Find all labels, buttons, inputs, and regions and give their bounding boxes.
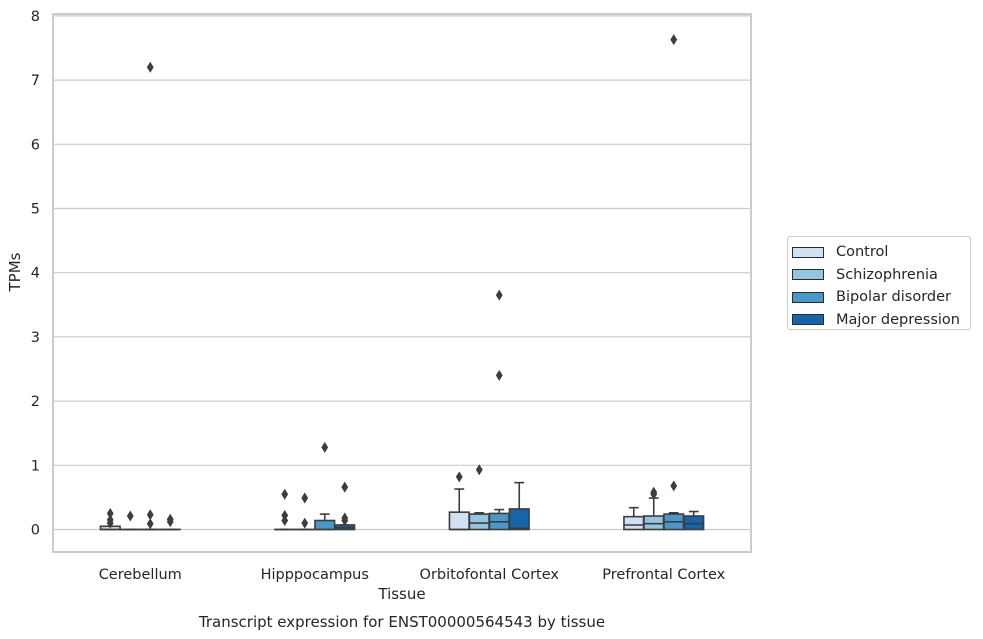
outlier-point: [341, 515, 349, 527]
plot-frame: [52, 13, 752, 553]
box-group: [274, 488, 296, 531]
legend-item: Control: [792, 241, 970, 264]
outlier-point: [146, 509, 154, 521]
legend-label-bipolar-disorder: Bipolar disorder: [836, 289, 951, 306]
legend-item: Major depression: [792, 309, 970, 332]
gridlines: [53, 15, 751, 531]
legend-label-major-depression: Major depression: [836, 311, 960, 328]
x-tick-label: Prefrontal Cortex: [602, 567, 725, 583]
x-axis-title: Tissue: [377, 585, 425, 603]
outlier-point: [495, 369, 503, 381]
box-group: [683, 510, 705, 531]
legend-item: Schizophrenia: [792, 264, 970, 287]
box-group: [119, 510, 141, 531]
y-tick-label: 8: [31, 9, 40, 25]
outlier-point: [475, 464, 483, 476]
outlier-point: [126, 510, 134, 522]
box: [508, 508, 530, 531]
outlier-point: [650, 488, 658, 500]
outlier-point: [455, 471, 463, 483]
box-group: [159, 513, 181, 531]
outlier-point: [146, 61, 154, 73]
y-tick-label: 6: [31, 137, 40, 153]
y-tick-label: 1: [31, 458, 40, 474]
box: [623, 515, 645, 531]
box: [468, 513, 490, 531]
chart-title: Transcript expression for ENST0000056454…: [198, 613, 605, 631]
box: [683, 515, 705, 531]
box: [643, 515, 665, 531]
outlier-point: [670, 480, 678, 492]
box-group: [468, 464, 490, 531]
outlier-point: [495, 289, 503, 301]
outlier-point: [670, 34, 678, 46]
box-group: [334, 481, 356, 531]
x-tick-label: Cerebellum: [99, 567, 182, 583]
x-tick-label: Hipppocampus: [261, 567, 369, 583]
y-tick-label: 2: [31, 394, 40, 410]
box-group: [448, 471, 470, 531]
legend-swatch: [792, 314, 824, 326]
outlier-point: [146, 518, 154, 530]
outlier-point: [321, 441, 329, 453]
outlier-point: [281, 488, 289, 500]
outlier-point: [106, 517, 114, 529]
y-tick-labels: 0 1 2 3 4 5 6 7 8: [31, 9, 40, 539]
box: [448, 511, 470, 531]
legend-swatch: [792, 269, 824, 281]
legend-swatch: [792, 291, 824, 303]
outlier-point: [301, 492, 309, 504]
box-group: [623, 506, 645, 531]
legend-swatch: [792, 246, 824, 258]
box: [314, 519, 336, 531]
legend: Control Schizophrenia Bipolar disorder M…: [787, 236, 971, 330]
box-group: [99, 507, 121, 531]
box-group: [294, 492, 316, 531]
outlier-point: [301, 517, 309, 529]
box-group: [139, 61, 161, 531]
box-group: [643, 486, 665, 531]
outlier-point: [341, 481, 349, 493]
box-group: [314, 441, 336, 531]
box-group: [508, 481, 530, 531]
x-tick-label: Orbitofontal Cortex: [420, 567, 560, 583]
legend-label-control: Control: [836, 244, 889, 261]
legend-label-schizophrenia: Schizophrenia: [836, 266, 938, 283]
outlier-point: [106, 507, 114, 519]
y-tick-label: 5: [31, 202, 40, 218]
outlier-point: [281, 515, 289, 527]
legend-item: Bipolar disorder: [792, 286, 970, 309]
y-tick-label: 0: [31, 523, 40, 539]
outlier-point: [166, 516, 174, 528]
x-tick-labels: Cerebellum Hipppocampus Orbitofontal Corte…: [99, 567, 726, 583]
box-group: [663, 34, 685, 531]
box-marks: [99, 34, 705, 531]
y-tick-label: 3: [31, 330, 40, 346]
y-tick-label: 4: [31, 266, 40, 282]
box-group: [488, 289, 510, 531]
y-tick-label: 7: [31, 73, 40, 89]
y-axis-title: TPMs: [6, 252, 24, 292]
